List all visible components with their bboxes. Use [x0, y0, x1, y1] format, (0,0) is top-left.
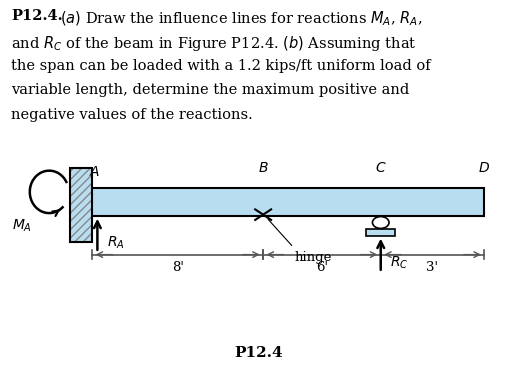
Text: $C$: $C$ — [375, 161, 386, 175]
Text: $R_A$: $R_A$ — [107, 235, 124, 251]
Text: 6': 6' — [316, 261, 328, 274]
Text: $R_C$: $R_C$ — [390, 255, 409, 271]
Text: 3': 3' — [426, 261, 439, 274]
Text: 8': 8' — [171, 261, 184, 274]
Text: $D$: $D$ — [478, 161, 491, 175]
Text: P12.4: P12.4 — [235, 346, 283, 360]
Bar — [91, 188, 484, 216]
Text: $(a)$ Draw the influence lines for reactions $M_A$, $R_A$,: $(a)$ Draw the influence lines for react… — [60, 9, 422, 28]
Bar — [70, 168, 92, 242]
Bar — [70, 168, 92, 242]
Text: negative values of the reactions.: negative values of the reactions. — [11, 108, 253, 122]
Text: hinge: hinge — [294, 251, 332, 264]
Text: variable length, determine the maximum positive and: variable length, determine the maximum p… — [11, 83, 410, 97]
Text: $M_A$: $M_A$ — [12, 218, 32, 234]
Text: and $R_C$ of the beam in Figure P12.4. $(b)$ Assuming that: and $R_C$ of the beam in Figure P12.4. $… — [11, 34, 417, 53]
Text: P12.4.: P12.4. — [11, 9, 63, 23]
Bar — [70, 168, 92, 242]
Text: $B$: $B$ — [258, 161, 268, 175]
Text: the span can be loaded with a 1.2 kips/ft uniform load of: the span can be loaded with a 1.2 kips/f… — [11, 59, 431, 73]
Bar — [367, 229, 395, 236]
Text: $A$: $A$ — [89, 165, 100, 179]
Circle shape — [372, 217, 389, 228]
